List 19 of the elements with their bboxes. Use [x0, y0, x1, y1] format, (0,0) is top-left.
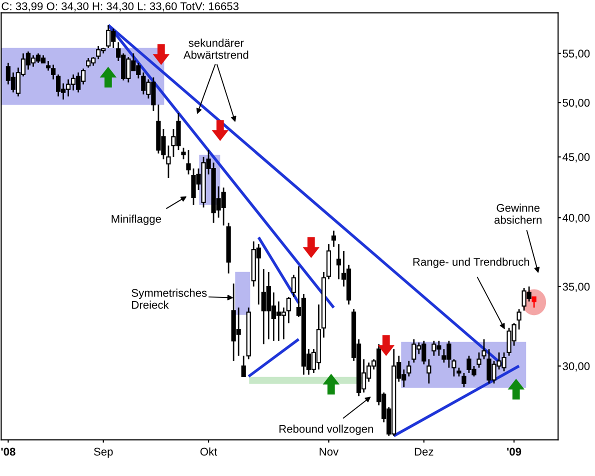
y-tick-label: 45,00 — [562, 153, 590, 162]
y-tick-label: 35,00 — [562, 282, 590, 292]
x-tick-label: Okt — [200, 447, 218, 456]
y-tick-label: 55,00 — [562, 50, 590, 59]
y-tick-label: 30,00 — [562, 362, 590, 372]
annotation: Range- und Trendbruch — [413, 258, 530, 268]
y-tick-label: 40,00 — [562, 214, 590, 224]
x-tick-label: Nov — [320, 448, 339, 456]
annotation: Rebound vollzogen — [279, 424, 373, 436]
x-tick-label: '08 — [1, 448, 16, 456]
x-tick-label: Sep — [94, 448, 113, 458]
annotation: sekundärer Abwärtstrend — [183, 38, 248, 59]
annotation: Symmetrisches Dreieck — [132, 288, 207, 309]
annotation: Miniflagge — [112, 214, 161, 226]
chart-title: C: 33,99 O: 34,30 H: 34,30 L: 33,60 TotV: 16653 — [2, 2, 239, 12]
x-tick-label: '09 — [507, 448, 522, 456]
y-tick-label: 50,00 — [562, 98, 590, 108]
annotation: Gewinne absichern — [494, 204, 542, 224]
x-tick-label: Dez — [414, 448, 434, 456]
